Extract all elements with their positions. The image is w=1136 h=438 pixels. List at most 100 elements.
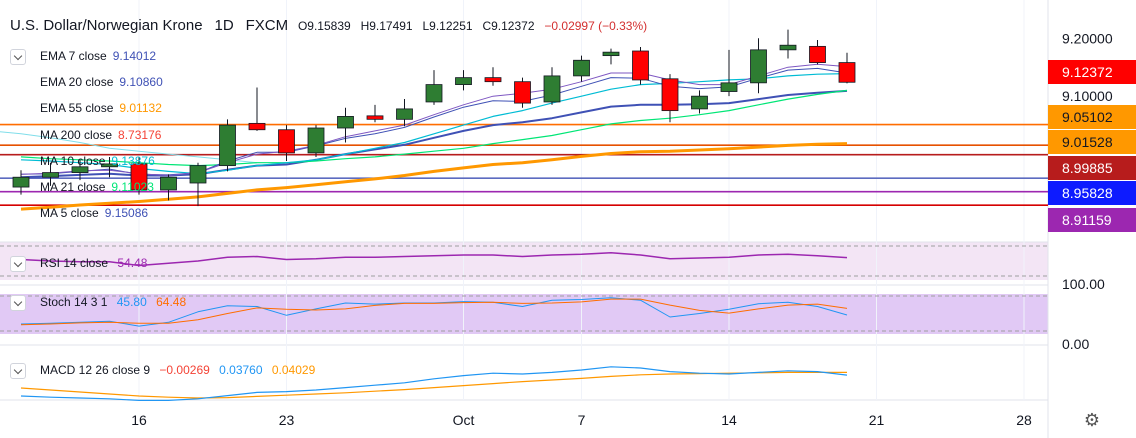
stoch-pane-bg [0, 294, 1048, 334]
x-tick-label: 14 [721, 412, 737, 428]
macd-label: MACD 12 26 close 9 [40, 363, 151, 377]
legend-row: MA 21 close 9.11023 [10, 180, 154, 198]
candle-body [71, 166, 89, 173]
rsi-value: 54.48 [117, 256, 148, 270]
legend-name: EMA 20 close [40, 75, 114, 89]
y-tick-label: 9.10000 [1062, 88, 1113, 104]
price-badge-label: 8.91159 [1062, 212, 1112, 228]
close-value: C9.12372 [482, 19, 535, 33]
stoch-d-line [20, 298, 848, 326]
candle-body [750, 49, 767, 84]
candle-body [573, 59, 590, 77]
price-badge [1048, 156, 1136, 180]
old-ma-line [0, 131, 258, 164]
x-tick-label: 16 [131, 412, 147, 428]
change-value: −0.02997 (−0.33%) [544, 19, 648, 33]
candle-body [366, 115, 384, 120]
candle-body [809, 45, 826, 63]
rsi-legend: RSI 14 close 54.48 [10, 256, 147, 274]
candle-body [514, 81, 531, 104]
symbol-title: U.S. Dollar/Norwegian Krone [10, 17, 203, 34]
price-badge [1048, 208, 1136, 232]
legend-name: MA 21 close [40, 180, 106, 194]
price-badge-label: 9.12372 [1062, 64, 1113, 80]
macd-line [20, 366, 848, 401]
macd-legend: MACD 12 26 close 9 −0.00269 0.03760 0.04… [10, 363, 315, 381]
price-badge-label: 8.95828 [1062, 185, 1113, 201]
legend-name: EMA 7 close [40, 49, 107, 63]
price-badge-label: 9.05102 [1062, 109, 1113, 125]
candle-body [248, 122, 266, 131]
rsi-line [20, 252, 848, 267]
legend-name: EMA 55 close [40, 101, 114, 115]
ma21-line [20, 89, 848, 167]
interval-label[interactable]: 1D [214, 17, 234, 34]
source-label: FXCM [245, 17, 289, 34]
stoch-level-label: 0.00 [1062, 336, 1089, 352]
legend-value: 9.15086 [104, 206, 149, 220]
candle-body [632, 50, 649, 81]
price-badge-label: 8.99885 [1062, 160, 1113, 176]
legend-row: EMA 7 close 9.14012 [10, 49, 156, 67]
stoch-label: Stoch 14 3 1 [40, 295, 108, 309]
legend-value: 9.11023 [111, 180, 154, 194]
legend-row: EMA 20 close 9.10860 [10, 75, 163, 93]
x-tick-label: 7 [578, 412, 586, 428]
legend-row: MA 200 close 8.73176 [10, 128, 161, 146]
macd-signal-value: 0.03760 [219, 363, 263, 377]
macd-chevron-icon[interactable] [10, 363, 26, 379]
ma5-line [20, 63, 848, 176]
legend-name: MA 200 close [40, 128, 113, 142]
candle-body [484, 77, 502, 83]
rsi-pane-bg [0, 242, 1048, 280]
legend-value: 9.01132 [119, 101, 162, 115]
legend-name: MA 5 close [40, 206, 99, 220]
ma10-line [20, 73, 848, 175]
high-value: H9.17491 [360, 19, 413, 33]
candle-body [12, 176, 30, 188]
x-tick-label: 28 [1016, 412, 1032, 428]
rsi-chevron-icon[interactable] [10, 256, 26, 272]
macd-value: −0.00269 [159, 363, 210, 377]
candle-body [101, 163, 118, 168]
candle-body [691, 95, 708, 110]
x-tick-label: 23 [279, 412, 295, 428]
x-tick-label: Oct [453, 412, 475, 428]
candle-body [278, 129, 295, 154]
stoch-level-label: 100.00 [1062, 276, 1105, 292]
legend-value: 9.13876 [111, 154, 155, 168]
candle-body [42, 172, 59, 178]
candle-body [307, 127, 325, 154]
price-badge [1048, 105, 1136, 129]
candle-body [602, 51, 620, 57]
legend-value: 9.10860 [119, 75, 163, 89]
price-badge [1048, 181, 1136, 205]
legend-row: EMA 55 close 9.01132 [10, 101, 162, 119]
ema20-line [20, 89, 848, 179]
price-badge [1048, 60, 1136, 84]
legend-row: MA 5 close 9.15086 [10, 206, 148, 224]
stoch-chevron-icon[interactable] [10, 295, 26, 311]
candle-body [455, 77, 472, 85]
open-value: O9.15839 [297, 19, 351, 33]
chart-header: U.S. Dollar/Norwegian Krone 1D FXCM O9.1… [10, 17, 647, 34]
legend-collapse-chevron-icon[interactable] [10, 49, 26, 65]
candle-body [130, 163, 148, 191]
candle-body [337, 116, 354, 129]
legend-name: MA 10 close [40, 154, 106, 168]
x-tick-label: 21 [869, 412, 885, 428]
stoch-k-value: 45.80 [116, 295, 147, 309]
legend-row: MA 10 close 9.13876 [10, 154, 155, 172]
stoch-legend: Stoch 14 3 1 45.80 64.48 [10, 295, 186, 313]
candle-body [838, 62, 856, 83]
candle-body [543, 75, 561, 103]
legend-value: 9.14012 [112, 49, 157, 63]
settings-gear-icon[interactable]: ⚙ [1083, 410, 1101, 430]
candle-body [396, 108, 413, 120]
macd-hist-value: 0.04029 [271, 363, 316, 377]
candle-body [425, 84, 443, 103]
rsi-label: RSI 14 close [40, 256, 109, 270]
price-badge-label: 9.01528 [1062, 134, 1113, 150]
candle-body [160, 176, 177, 191]
